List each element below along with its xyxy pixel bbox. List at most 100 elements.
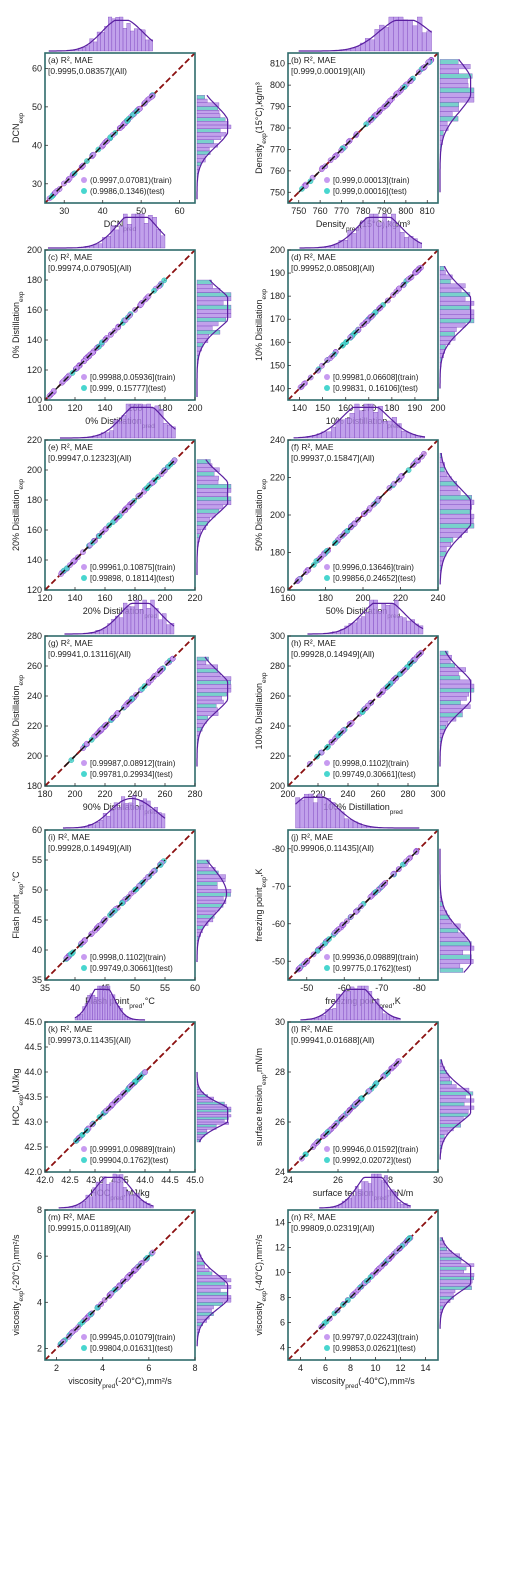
top-histogram-bar bbox=[137, 29, 142, 52]
top-histogram-bar bbox=[149, 1206, 154, 1209]
y-axis-label-main: 20% Distillation bbox=[11, 489, 21, 551]
legend-test-marker bbox=[324, 575, 330, 581]
top-histogram-bar bbox=[348, 819, 354, 829]
y-tick-label: 810 bbox=[270, 59, 285, 69]
top-histogram-bar bbox=[304, 793, 309, 829]
right-histogram-bar bbox=[196, 688, 232, 693]
legend-train-marker bbox=[324, 374, 330, 380]
top-histogram-bar bbox=[142, 599, 147, 635]
y-axis-label: viscosityexp(-20°C),mm²/s bbox=[11, 1234, 25, 1336]
x-tick-label: 8 bbox=[192, 1363, 197, 1373]
plot-content bbox=[288, 53, 438, 203]
top-histogram-bar bbox=[365, 611, 370, 635]
top-histogram-bar bbox=[389, 604, 395, 635]
top-histogram-bar bbox=[355, 46, 361, 52]
top-histogram-bar bbox=[122, 1187, 127, 1209]
right-histogram-bar bbox=[196, 106, 219, 111]
top-histogram-bar bbox=[367, 1183, 372, 1209]
x-tick-label: 60 bbox=[190, 983, 200, 993]
top-histogram-bar bbox=[402, 19, 408, 52]
plot-frame bbox=[44, 439, 196, 591]
right-histogram-bar bbox=[439, 679, 472, 685]
right-histogram-bar bbox=[439, 928, 459, 933]
y-tick-label: 300 bbox=[270, 631, 285, 641]
y-tick-label: 220 bbox=[27, 721, 42, 731]
top-histogram-bar bbox=[158, 619, 163, 635]
x-tick-label: 800 bbox=[398, 206, 413, 216]
top-histogram-bar bbox=[95, 822, 100, 829]
x-axis-label-main: 100% Distillation bbox=[323, 802, 390, 812]
right-histogram-bar bbox=[439, 120, 448, 127]
panel-header: (n) R², MAE bbox=[291, 1212, 336, 1222]
y-axis-label-sub: exp bbox=[261, 133, 268, 144]
top-histogram-bar bbox=[112, 1173, 117, 1209]
all-metrics: [0.99974,0.07905](All) bbox=[48, 263, 132, 273]
top-histogram-bar bbox=[146, 607, 151, 635]
y-axis-label-main: 10% Distillation bbox=[254, 299, 264, 361]
test-point bbox=[161, 277, 167, 284]
top-histogram-bar bbox=[130, 606, 136, 635]
top-histogram-bar bbox=[368, 403, 374, 439]
top-density-curve bbox=[300, 988, 401, 1021]
y-tick-label: -50 bbox=[272, 956, 285, 966]
right-histogram-bar bbox=[439, 1260, 462, 1264]
legend-test-label: [0.99775,0.1762](test) bbox=[333, 964, 412, 973]
top-histogram-bar bbox=[308, 793, 314, 829]
right-histogram-bar bbox=[439, 1292, 454, 1297]
top-histogram-bar bbox=[131, 213, 136, 249]
right-histogram-bar bbox=[439, 471, 448, 477]
y-tick-label: 780 bbox=[270, 123, 285, 133]
y-tick-label: 280 bbox=[270, 661, 285, 671]
x-tick-label: 760 bbox=[313, 206, 328, 216]
right-histogram-bar bbox=[196, 117, 226, 122]
x-axis-label-sub: pred bbox=[129, 1003, 142, 1010]
train-point bbox=[124, 1274, 131, 1281]
plot-frame bbox=[44, 829, 196, 981]
right-histogram-bar bbox=[196, 300, 224, 306]
top-histogram-bar bbox=[104, 26, 109, 52]
legend-test-label: [0.99804,0.01631](test) bbox=[90, 1344, 173, 1353]
x-axis-label-main: Density bbox=[316, 219, 347, 229]
y-tick-label: 50 bbox=[32, 885, 42, 895]
right-density-curve bbox=[439, 1237, 472, 1329]
y-tick-label: 4 bbox=[280, 1343, 285, 1353]
chart-panel: 446688101012121414viscositypred(-40°C),m… bbox=[254, 1173, 475, 1390]
y-axis-label: Densityexp(15°C),kg/m³ bbox=[254, 82, 268, 174]
legend-test-marker bbox=[324, 188, 330, 194]
y-axis-label-main: HOC bbox=[11, 1105, 21, 1126]
top-histogram-bar bbox=[130, 30, 135, 52]
chart-panel: 3030404050506060DCNpredDCNexp(a) R², MAE… bbox=[11, 16, 232, 233]
x-tick-label: 260 bbox=[157, 789, 172, 799]
top-histogram-bar bbox=[118, 225, 124, 249]
plot-frame bbox=[287, 1209, 439, 1361]
legend-test-marker bbox=[81, 1157, 87, 1163]
top-histogram-bar bbox=[89, 1196, 93, 1209]
right-histogram-bar bbox=[196, 1099, 214, 1103]
right-density-curve bbox=[196, 94, 229, 200]
right-histogram-bar bbox=[439, 1247, 447, 1251]
y-axis-label-unit: ,MJ/kg bbox=[11, 1069, 21, 1096]
top-histogram-bar bbox=[75, 1205, 80, 1209]
top-histogram-bar bbox=[154, 608, 159, 635]
right-histogram-bar bbox=[439, 1112, 469, 1117]
right-histogram-bar bbox=[196, 102, 220, 107]
top-histogram-bar bbox=[361, 1181, 366, 1209]
right-histogram-bar bbox=[439, 92, 475, 98]
right-histogram-bar bbox=[196, 699, 224, 705]
top-histogram-bar bbox=[346, 991, 351, 1021]
top-histogram-bar bbox=[378, 222, 383, 249]
right-histogram-bar bbox=[196, 471, 215, 477]
top-density-curve bbox=[307, 602, 424, 635]
top-histogram-bar bbox=[134, 599, 139, 635]
right-histogram-bar bbox=[439, 650, 449, 656]
right-histogram-bar bbox=[196, 723, 204, 728]
y-tick-label: 790 bbox=[270, 102, 285, 112]
top-histogram-bar bbox=[92, 994, 96, 1021]
right-histogram-bar bbox=[439, 720, 449, 726]
top-histogram-bar bbox=[109, 430, 114, 439]
x-tick-label: 780 bbox=[355, 206, 370, 216]
plot-content bbox=[288, 440, 438, 590]
x-axis-label-unit: ,MJ/kg bbox=[123, 1188, 150, 1198]
right-histogram-bar bbox=[439, 513, 475, 519]
right-histogram-bar bbox=[196, 1285, 232, 1289]
